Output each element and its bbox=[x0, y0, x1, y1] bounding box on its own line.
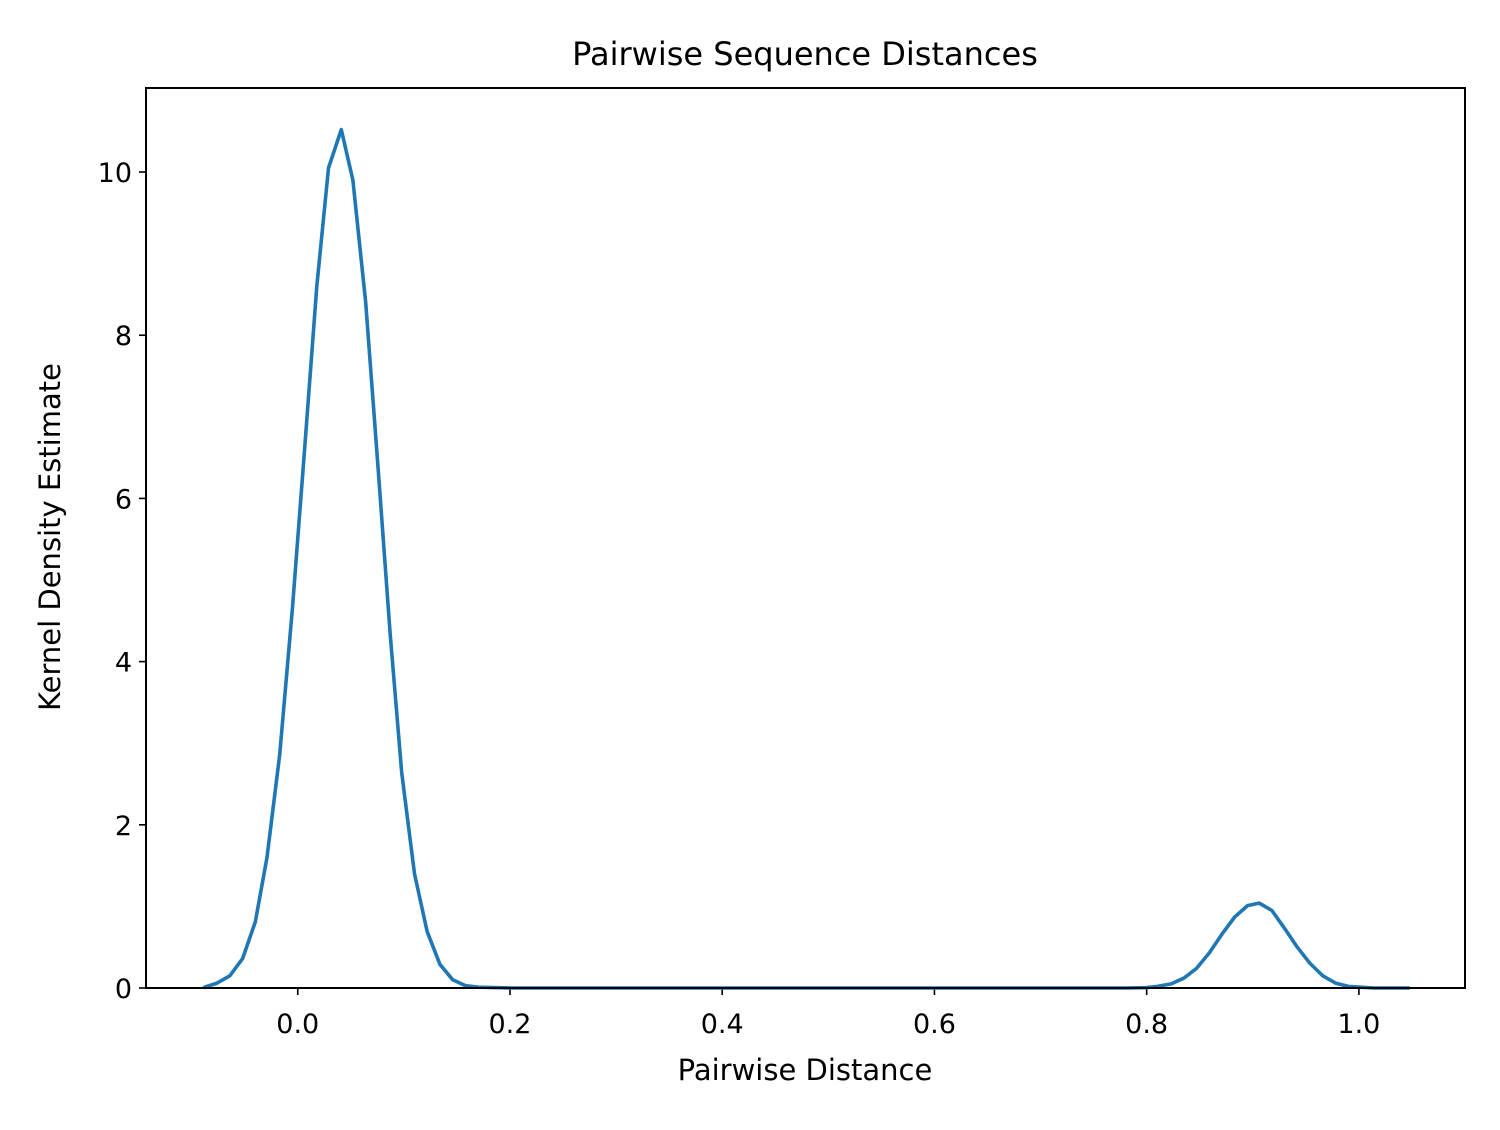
plot-area-frame bbox=[145, 87, 1466, 989]
x-tick-label: 0.2 bbox=[488, 1009, 531, 1040]
x-axis-label: Pairwise Distance bbox=[678, 1053, 933, 1087]
chart-title: Pairwise Sequence Distances bbox=[572, 35, 1038, 73]
x-tick-label: 0.8 bbox=[1125, 1009, 1168, 1040]
kde-density-line bbox=[202, 127, 1411, 990]
x-tick-label: 0.6 bbox=[913, 1009, 956, 1040]
x-tick-label: 1.0 bbox=[1337, 1009, 1380, 1040]
y-tick-label: 10 bbox=[98, 158, 132, 189]
x-tick-label: 0.4 bbox=[701, 1009, 744, 1040]
y-tick-label: 2 bbox=[115, 811, 132, 842]
y-tick-label: 6 bbox=[115, 484, 132, 515]
x-tick-label: 0.0 bbox=[276, 1009, 319, 1040]
y-axis-label: Kernel Density Estimate bbox=[33, 363, 67, 711]
y-tick-label: 8 bbox=[115, 321, 132, 352]
y-tick-label: 4 bbox=[115, 648, 132, 679]
series-layer bbox=[202, 127, 1411, 990]
x-axis-ticks: 0.0 0.2 0.4 0.6 0.8 1.0 bbox=[276, 988, 1380, 1040]
y-axis-ticks: 0 2 4 6 8 10 bbox=[98, 158, 146, 1005]
y-tick-label: 0 bbox=[115, 974, 132, 1005]
